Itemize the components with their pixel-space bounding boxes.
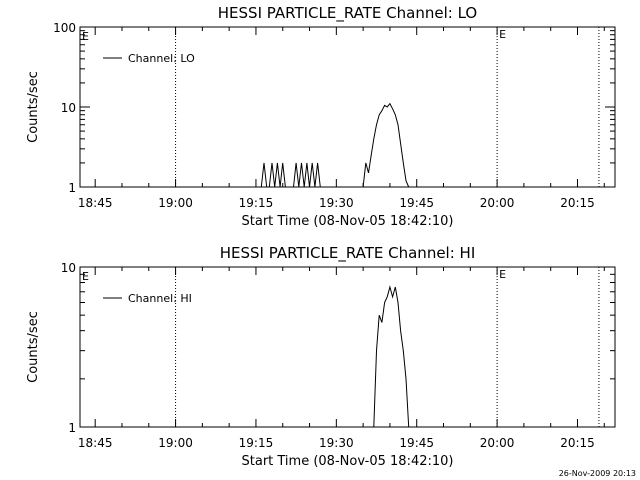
vertical-marker-label: E (499, 28, 506, 41)
x-tick-label: 18:45 (78, 196, 113, 210)
corner-label: E (82, 30, 89, 43)
series-line-1 (373, 285, 410, 428)
y-axis-label: Counts/sec (26, 311, 41, 383)
hi-channel-panel: HESSI PARTICLE_RATE Channel: HI Counts/se… (26, 244, 616, 469)
x-tick-label: 19:00 (158, 196, 193, 210)
x-tick-label: 19:45 (399, 196, 434, 210)
x-tick-label: 19:45 (399, 436, 434, 450)
plot-frame (79, 26, 616, 188)
x-tick-label: 20:15 (560, 196, 595, 210)
y-tick-label: 1 (68, 421, 76, 435)
legend-label: Channel: LO (128, 52, 195, 65)
lo-channel-panel: HESSI PARTICLE_RATE Channel: LO Counts/se… (26, 4, 616, 229)
x-tick-label: 19:30 (319, 436, 354, 450)
generation-timestamp: 26-Nov-2009 20:13 (559, 469, 636, 478)
x-tick-label: 19:00 (158, 436, 193, 450)
plot-frame (79, 266, 616, 428)
series-line-1 (260, 102, 410, 188)
vertical-marker-label: E (499, 268, 506, 281)
x-tick-label: 19:15 (239, 436, 274, 450)
y-axis-label: Counts/sec (26, 71, 41, 143)
x-tick-label: 20:15 (560, 436, 595, 450)
corner-label: E (82, 270, 89, 283)
chart-title: HESSI PARTICLE_RATE Channel: HI (220, 244, 476, 263)
x-tick-label: 19:30 (319, 196, 354, 210)
x-tick-label: 19:15 (239, 196, 274, 210)
y-tick-label: 10 (61, 101, 76, 115)
y-tick-label: 100 (53, 21, 76, 35)
legend-label: Channel: HI (128, 292, 192, 305)
x-axis-label: Start Time (08-Nov-05 18:42:10) (242, 214, 454, 229)
x-tick-label: 20:00 (480, 196, 515, 210)
x-tick-label: 20:00 (480, 436, 515, 450)
y-tick-label: 1 (68, 181, 76, 195)
x-tick-label: 18:45 (78, 436, 113, 450)
x-axis-label: Start Time (08-Nov-05 18:42:10) (242, 454, 454, 469)
y-tick-label: 10 (61, 261, 76, 275)
chart-title: HESSI PARTICLE_RATE Channel: LO (218, 4, 477, 23)
